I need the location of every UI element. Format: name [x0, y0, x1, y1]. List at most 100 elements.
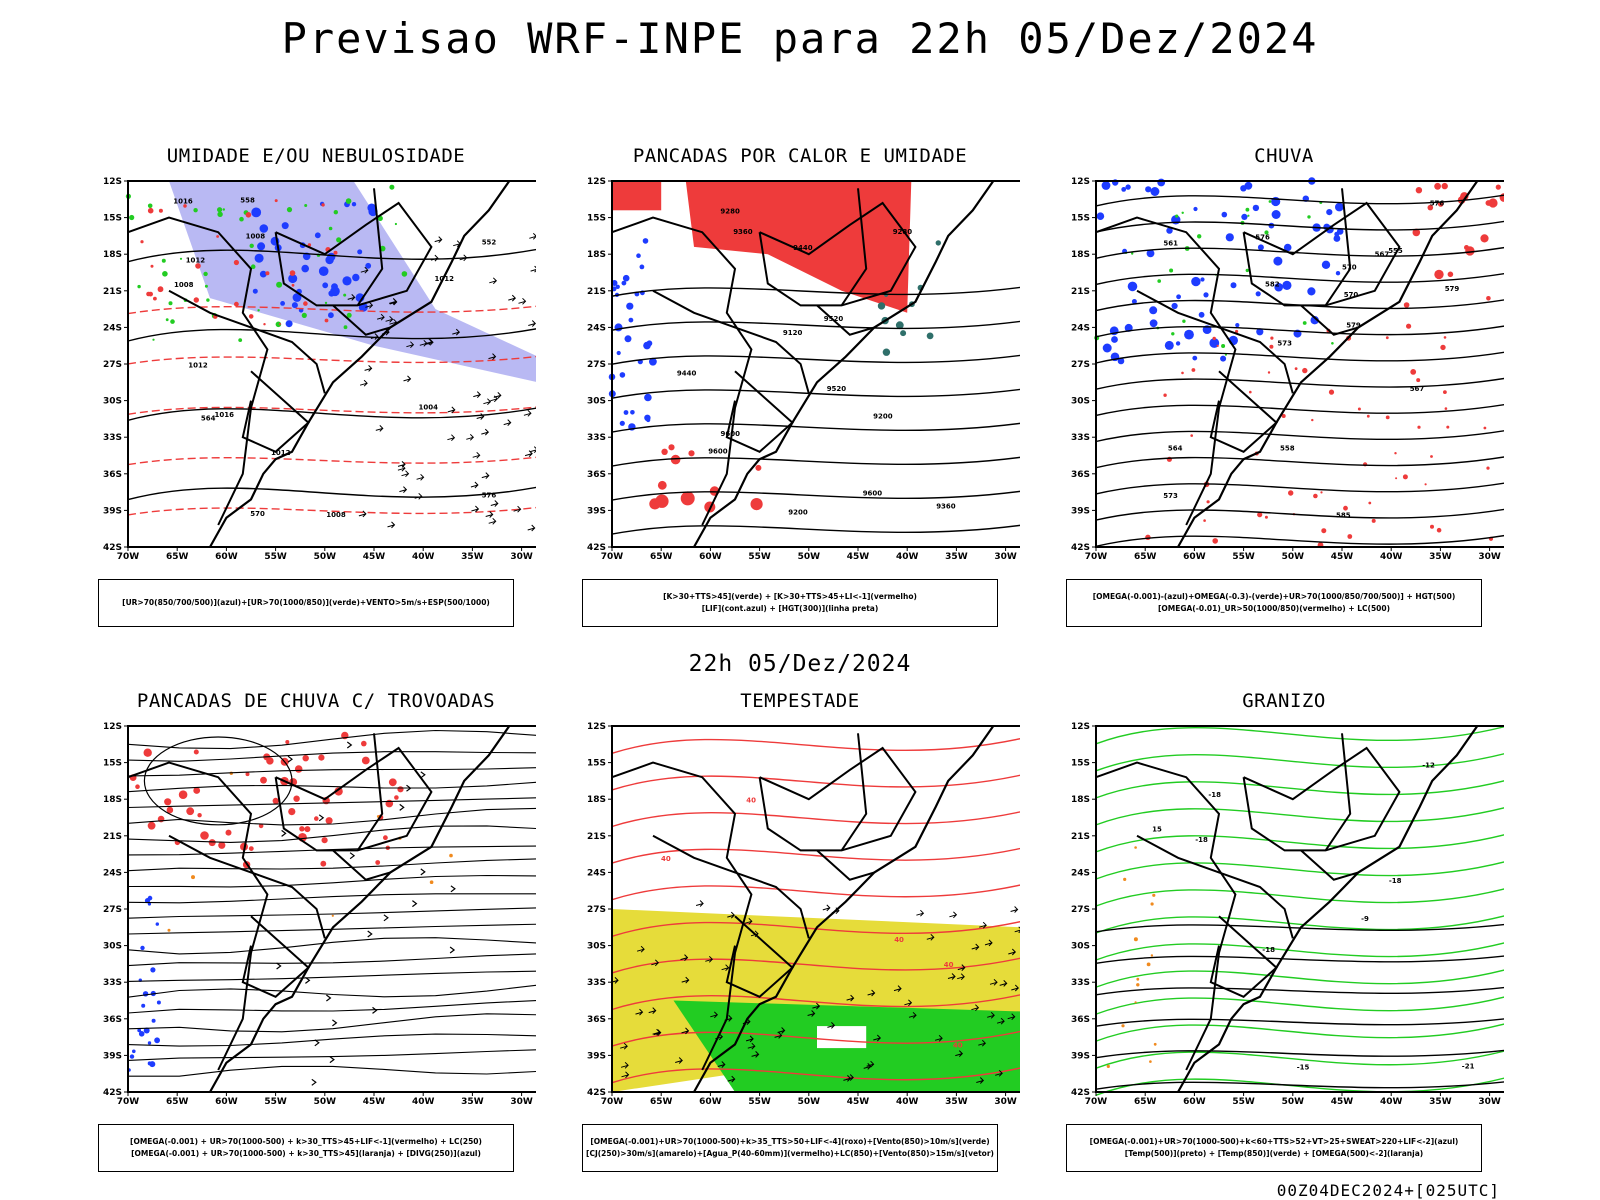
contour-line — [611, 847, 1020, 864]
streamline — [127, 937, 536, 955]
contour-label: -18 — [1208, 791, 1221, 799]
strong-ascent-cell — [1197, 234, 1202, 239]
lon-label: 50W — [1282, 552, 1305, 562]
humidity-cell — [254, 253, 264, 263]
contour-label: 564 — [1168, 444, 1183, 452]
legend-line: [OMEGA(-0.001)-(azul)+OMEGA(-0.3)-(verde… — [1092, 592, 1456, 601]
contour-label: 9440 — [677, 370, 697, 378]
rain-cell — [1311, 418, 1314, 422]
rain-cell — [1206, 500, 1210, 504]
ascent-cell — [1150, 187, 1160, 196]
wind-vector — [364, 365, 373, 372]
humidity-cell — [365, 262, 372, 269]
lat-label: 42S — [103, 543, 122, 553]
unstable-cell — [900, 330, 907, 337]
wind-vector — [488, 353, 497, 360]
strong-ascent-cell — [1181, 211, 1184, 214]
contour-label: 1016 — [215, 411, 235, 419]
shower-cell — [191, 875, 195, 880]
country-border — [1095, 216, 1237, 526]
wind-vector — [365, 301, 374, 309]
country-border — [168, 289, 326, 394]
wind-vector — [466, 433, 475, 441]
shower-cell — [331, 914, 334, 917]
thunderstorm-cell — [394, 795, 399, 800]
thickness-cell — [324, 318, 329, 323]
panel-legend: [UR>70(850/700/500)](azul)+[UR>70(1000/8… — [98, 579, 514, 627]
thickness-cell — [233, 259, 239, 266]
country-border — [241, 915, 310, 998]
wind-vector — [999, 980, 1008, 987]
contour-line — [1095, 969, 1504, 988]
lon-label: 70W — [601, 1097, 624, 1107]
contour-line — [1095, 325, 1504, 338]
thunderstorm-cell — [302, 755, 309, 762]
country-border — [1136, 834, 1294, 939]
wind-vector — [648, 1007, 657, 1014]
wind-vector — [414, 492, 423, 500]
lon-label: 50W — [314, 1097, 337, 1107]
wind-vector — [727, 1075, 736, 1083]
lifted-index-cell — [643, 341, 651, 350]
contour-label: 40 — [894, 936, 904, 944]
rain-cell — [1257, 512, 1263, 518]
ascent-cell — [1149, 319, 1158, 328]
plot-frame — [127, 725, 536, 1093]
legend-line: [OMEGA(-0.001) + UR>70(1000-500) + k>30_… — [130, 1137, 482, 1146]
legend-line: [K>30+TTS>45](verde) + [K>30+TTS>45+LI<-… — [663, 592, 917, 601]
low-humidity-cell — [345, 198, 352, 204]
lifted-index-cell — [639, 264, 645, 270]
ascent-cell — [1157, 178, 1166, 187]
streamline-arrow — [406, 784, 412, 792]
thunderstorm-cell — [304, 826, 311, 833]
rain-cell — [1320, 491, 1323, 494]
map-umidade: 1012 1008 1016 1012 1008 576 570 564 558 552 1012 1… — [103, 177, 536, 562]
contour-line — [1095, 861, 1504, 880]
lon-label: 40W — [412, 552, 435, 562]
contour-label: 552 — [482, 239, 497, 247]
ascent-cell — [1192, 355, 1198, 361]
contour-label: 9360 — [733, 228, 753, 236]
country-border — [127, 216, 269, 526]
low-humidity-cell — [152, 338, 155, 341]
unstable-cell — [882, 348, 891, 356]
lat-label: 30S — [103, 397, 122, 407]
wind-vector — [481, 472, 490, 479]
wind-vector — [452, 328, 461, 336]
unstable-cell — [877, 302, 886, 310]
wind-vector — [530, 446, 536, 453]
wind-vector — [867, 989, 876, 997]
strong-ascent-cell — [1131, 252, 1134, 255]
convection-cell — [655, 494, 669, 508]
lon-label: 40W — [1380, 1097, 1403, 1107]
contour-line — [1095, 923, 1504, 933]
wind-vector — [681, 1027, 690, 1035]
divergence-cell — [154, 1037, 160, 1044]
low-humidity-cell — [346, 312, 352, 318]
lat-label: 33S — [587, 433, 606, 443]
lon-label: 30W — [1478, 1097, 1501, 1107]
rain-cell — [1395, 477, 1398, 480]
ascent-cell — [1166, 227, 1173, 234]
contour-line — [1095, 508, 1504, 521]
hail-cell — [1150, 902, 1154, 906]
rain-cell — [1443, 336, 1447, 339]
lat-label: 18S — [103, 795, 122, 805]
lat-label: 21S — [103, 287, 122, 297]
wind-vector — [652, 1028, 661, 1036]
streamline — [127, 797, 536, 809]
lat-label: 27S — [587, 905, 606, 915]
low-humidity-cell — [249, 243, 254, 248]
mid-title: 22h 05/Dez/2024 — [688, 651, 912, 677]
rain-cell — [1447, 271, 1454, 278]
contour-label: 570 — [1344, 291, 1359, 299]
rain-cell — [1427, 204, 1434, 211]
lat-label: 18S — [587, 250, 606, 260]
wind-vector — [473, 391, 482, 398]
contour-line — [1095, 272, 1504, 286]
humidity-cell — [280, 301, 285, 306]
contour-line — [1095, 194, 1504, 207]
lat-label: 27S — [1071, 360, 1090, 370]
lon-label: 55W — [1232, 552, 1255, 562]
divergence-cell — [151, 1018, 156, 1023]
